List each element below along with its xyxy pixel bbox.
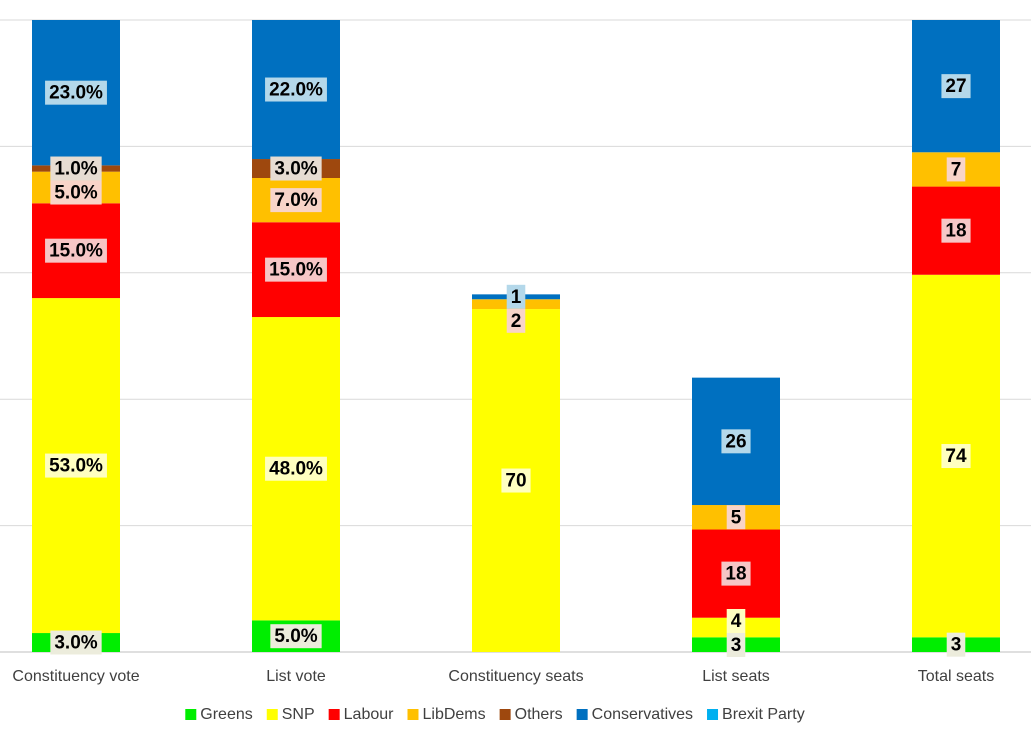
data-label: 7	[951, 159, 962, 180]
data-label: 5	[731, 507, 742, 528]
legend-marker	[328, 709, 340, 720]
data-label: 1	[511, 287, 522, 308]
data-label: 53.0%	[49, 456, 103, 477]
label-box	[506, 308, 526, 333]
data-label: 15.0%	[49, 241, 103, 262]
data-label: 70	[505, 471, 526, 492]
legend-marker	[707, 709, 719, 720]
legend-marker	[499, 709, 511, 720]
label-box	[726, 505, 746, 530]
label-box	[45, 453, 107, 478]
label-box	[45, 238, 107, 263]
data-label: 5.0%	[274, 626, 317, 647]
legend-label: Greens	[200, 706, 252, 723]
data-label: 2	[511, 311, 522, 332]
data-label: 18	[725, 564, 746, 585]
legend-label: Labour	[344, 706, 394, 723]
data-label: 27	[945, 76, 966, 97]
label-box	[946, 157, 966, 182]
legend-marker	[266, 709, 278, 720]
label-box	[726, 609, 746, 633]
legend-label: Brexit Party	[722, 706, 805, 723]
data-label: 3	[731, 635, 742, 656]
label-box	[726, 633, 746, 657]
x-tick-label: Constituency seats	[448, 668, 583, 685]
label-box	[270, 188, 322, 213]
legend-label: LibDems	[422, 706, 485, 723]
label-box	[45, 80, 107, 105]
data-label: 4	[731, 611, 742, 632]
label-box	[506, 284, 526, 309]
x-tick-label: Constituency vote	[12, 668, 139, 685]
data-label: 23.0%	[49, 83, 103, 104]
label-box	[941, 74, 971, 99]
label-box	[941, 444, 971, 469]
data-label: 18	[945, 221, 966, 242]
label-box	[265, 77, 327, 102]
legend-marker	[407, 709, 419, 720]
label-box	[941, 218, 971, 243]
label-box	[265, 456, 327, 481]
x-tick-label: Total seats	[918, 668, 994, 685]
x-tick-label: List vote	[266, 668, 326, 685]
label-box	[50, 180, 102, 205]
legend-label: SNP	[282, 706, 315, 723]
data-label: 1.0%	[54, 159, 97, 180]
label-box	[50, 156, 102, 181]
data-label: 7.0%	[274, 190, 317, 211]
data-label: 22.0%	[269, 80, 323, 101]
label-box	[946, 632, 966, 657]
data-label: 26	[725, 431, 746, 452]
label-box	[270, 156, 322, 181]
label-box	[265, 257, 327, 282]
label-box	[721, 429, 751, 454]
label-box	[270, 624, 322, 649]
legend-label: Conservatives	[592, 706, 693, 723]
label-box	[50, 630, 102, 655]
data-label: 5.0%	[54, 183, 97, 204]
label-box	[721, 561, 751, 586]
data-label: 3.0%	[54, 633, 97, 654]
label-box	[501, 468, 531, 493]
legend-marker	[576, 709, 588, 720]
data-label: 74	[945, 446, 967, 467]
x-tick-label: List seats	[702, 668, 770, 685]
legend-label: Others	[515, 706, 563, 723]
data-label: 48.0%	[269, 459, 323, 480]
data-label: 3	[951, 635, 962, 656]
data-label: 15.0%	[269, 260, 323, 281]
data-label: 3.0%	[274, 159, 317, 180]
legend-marker	[185, 709, 197, 720]
